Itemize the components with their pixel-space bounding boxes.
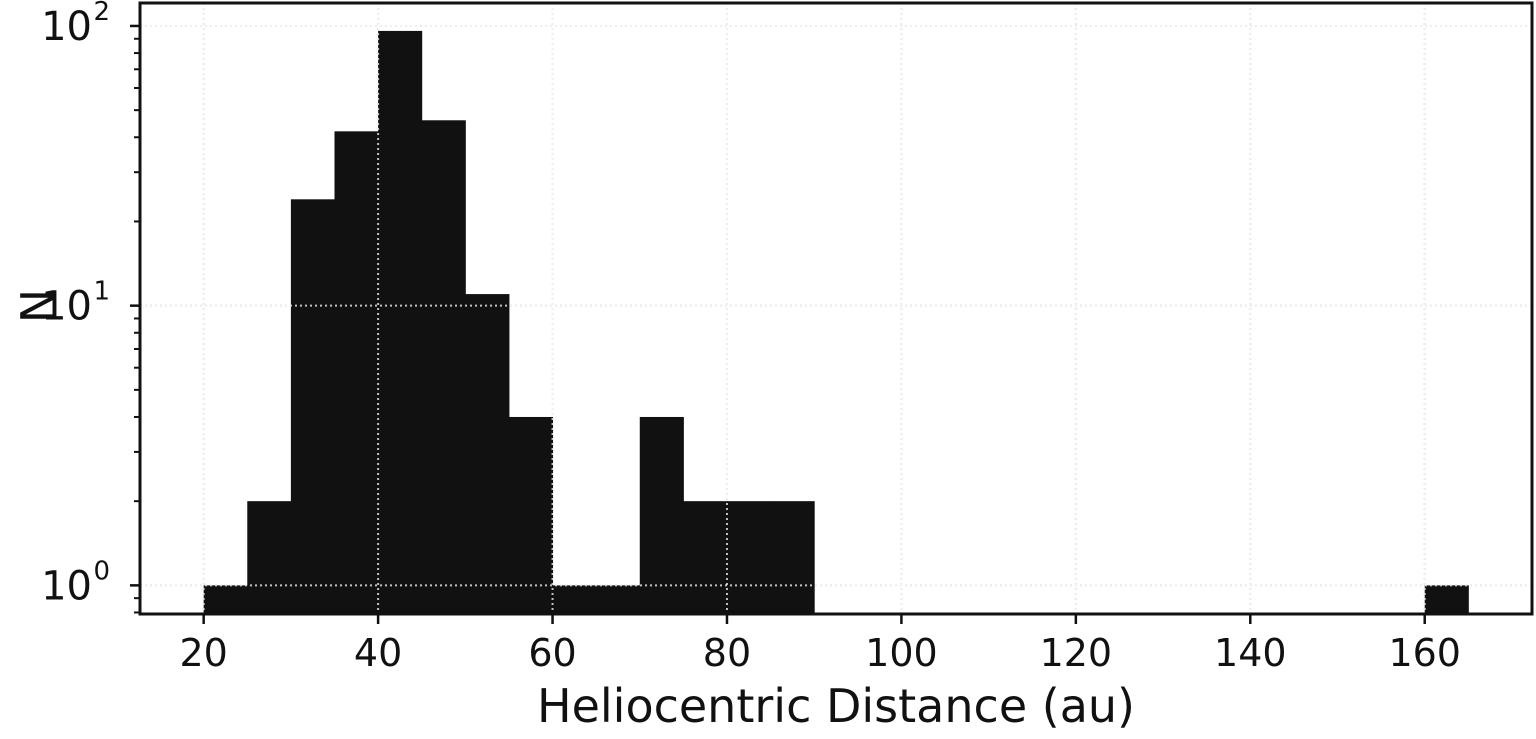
histogram-bars [203,30,1469,615]
y-tick-exponent: 0 [93,556,110,586]
histogram-bar [421,120,466,615]
histogram-bar [508,416,554,614]
histogram-bar [465,294,510,614]
y-tick-exponent: 1 [93,277,110,307]
histogram-bar [1424,585,1469,614]
y-tick-label: 10 [41,4,92,50]
y-tick-exponent: 2 [93,0,110,27]
histogram-bar [334,131,379,614]
x-tick-label: 60 [528,631,576,675]
y-axis-label: N [11,289,65,323]
x-axis-label: Heliocentric Distance (au) [537,679,1135,733]
x-tick-label: 40 [354,631,402,675]
x-axis-ticks: 20 40 60 80 100 120 140 160 [179,614,1461,675]
y-tick-label: 10 [41,563,92,609]
histogram-bar [596,585,641,614]
x-tick-label: 80 [703,631,751,675]
x-tick-label: 20 [179,631,227,675]
x-tick-label: 120 [1040,631,1113,675]
histogram-bar [290,199,335,615]
histogram-bar [683,501,728,614]
histogram-bar [639,416,684,614]
histogram-bar [770,501,815,614]
histogram-bar [203,585,248,614]
grid-lines-overlay [140,3,1532,614]
histogram-bar [247,501,292,614]
x-tick-label: 160 [1388,631,1461,675]
x-tick-label: 100 [865,631,938,675]
plot-frame [138,1,1534,616]
histogram-bar [726,501,772,614]
x-tick-label: 140 [1214,631,1287,675]
histogram-bar [378,30,423,615]
y-tick-label: 10 [41,284,92,330]
histogram-bar [552,585,597,614]
